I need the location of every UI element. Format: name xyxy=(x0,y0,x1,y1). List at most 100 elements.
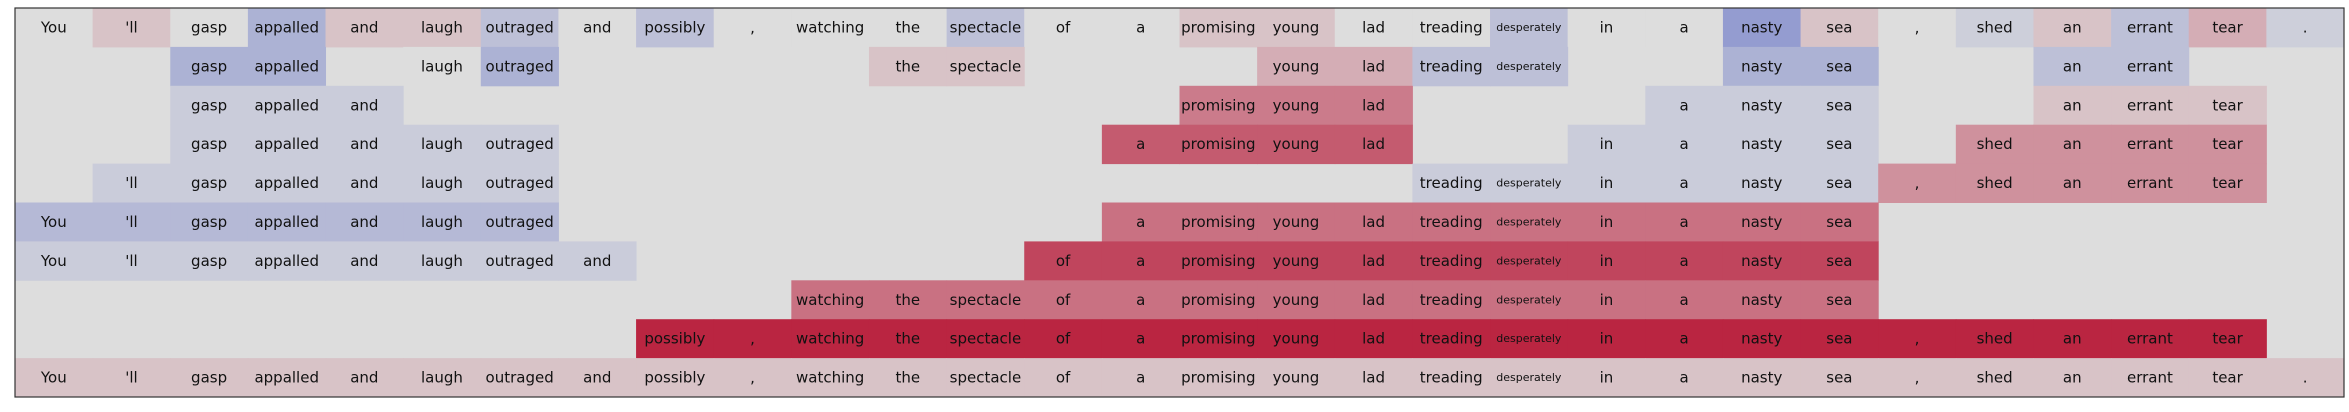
token-label: You xyxy=(40,369,67,387)
heatmap-cell xyxy=(92,202,171,242)
heatmap-cell xyxy=(1955,358,2034,398)
heatmap-cell xyxy=(1024,358,1103,398)
token-label: outraged xyxy=(486,18,554,36)
token-label: shed xyxy=(1977,330,2013,348)
heatmap-token-labels: You 'll gasp appalled and laugh outraged and pos… xyxy=(40,18,2308,386)
token-label: outraged xyxy=(486,213,554,231)
heatmap-cell xyxy=(1024,241,1103,281)
heatmap-cell xyxy=(170,124,249,165)
token-label: promising xyxy=(1181,96,1255,114)
heatmap-cell xyxy=(1101,358,1180,398)
heatmap-cell xyxy=(636,8,715,48)
heatmap-cell xyxy=(1024,280,1103,320)
heatmap-cell xyxy=(1179,124,1258,165)
heatmap-cell xyxy=(1722,8,1802,48)
heatmap-cell xyxy=(1878,319,1957,359)
heatmap-cell xyxy=(1645,241,1724,281)
token-label: in xyxy=(1600,252,1614,270)
heatmap-cell xyxy=(1800,163,1879,203)
heatmap-cell xyxy=(480,124,559,165)
heatmap-cell xyxy=(1257,46,1336,87)
token-label: shed xyxy=(1977,135,2013,153)
heatmap-cell xyxy=(868,46,948,87)
token-label: an xyxy=(2063,18,2082,36)
heatmap-cell xyxy=(1800,124,1879,165)
heatmap-cell xyxy=(1490,280,1569,320)
token-label: gasp xyxy=(191,369,227,387)
token-label: the xyxy=(895,291,920,309)
heatmap-cell xyxy=(170,202,249,242)
token-label: You xyxy=(40,252,67,270)
heatmap-cell xyxy=(170,85,249,126)
token-label: laugh xyxy=(421,57,463,75)
heatmap-cell xyxy=(1722,319,1802,359)
token-label: in xyxy=(1600,213,1614,231)
heatmap-cell xyxy=(1334,202,1413,242)
token-label: of xyxy=(1056,252,1071,270)
heatmap-cell xyxy=(2033,319,2112,359)
heatmap-cell xyxy=(1645,319,1724,359)
token-label: desperately xyxy=(1496,293,1562,306)
heatmap-cell xyxy=(1955,319,2034,359)
heatmap-cell xyxy=(170,8,249,48)
token-label: treading xyxy=(1420,330,1483,348)
token-label: promising xyxy=(1181,330,1255,348)
token-label: in xyxy=(1600,330,1614,348)
token-label: nasty xyxy=(1741,96,1782,114)
token-label: treading xyxy=(1420,369,1483,387)
heatmap-cell xyxy=(2188,8,2267,48)
token-label: lad xyxy=(1362,18,1385,36)
token-label: nasty xyxy=(1741,330,1782,348)
token-label: outraged xyxy=(486,252,554,270)
token-label: spectacle xyxy=(950,57,1022,75)
heatmap-cell xyxy=(1334,124,1413,165)
token-label: and xyxy=(350,18,378,36)
token-label: spectacle xyxy=(950,291,1022,309)
heatmap-cell xyxy=(2033,8,2112,48)
token-label: spectacle xyxy=(950,18,1022,36)
heatmap-cell xyxy=(558,358,637,398)
heatmap-cell xyxy=(1567,280,1646,320)
heatmap-cell xyxy=(403,8,482,48)
heatmap-cell xyxy=(1257,85,1336,126)
token-label: errant xyxy=(2127,369,2173,387)
token-label: tear xyxy=(2212,18,2243,36)
token-label: gasp xyxy=(191,57,227,75)
token-label: gasp xyxy=(191,135,227,153)
token-label: of xyxy=(1056,291,1071,309)
token-label: a xyxy=(1680,369,1689,387)
heatmap-cell xyxy=(1101,241,1180,281)
token-label: young xyxy=(1273,252,1320,270)
token-label: a xyxy=(1136,18,1145,36)
token-label: 'll xyxy=(125,18,137,36)
heatmap-cell xyxy=(325,8,404,48)
heatmap-cell xyxy=(247,85,327,126)
heatmap-cell xyxy=(636,319,715,359)
token-label: outraged xyxy=(486,369,554,387)
heatmap-cell xyxy=(636,358,715,398)
heatmap-cell xyxy=(2266,8,2345,48)
token-label: , xyxy=(1915,330,1920,348)
token-label: appalled xyxy=(254,135,319,153)
token-label: sea xyxy=(1826,135,1852,153)
heatmap-cell xyxy=(1955,124,2034,165)
token-label: gasp xyxy=(191,213,227,231)
token-label: lad xyxy=(1362,252,1385,270)
token-label: a xyxy=(1136,291,1145,309)
token-label: young xyxy=(1273,213,1320,231)
heatmap-cell xyxy=(946,280,1025,320)
token-label: 'll xyxy=(125,369,137,387)
heatmap-cell xyxy=(403,46,482,87)
token-label: in xyxy=(1600,135,1614,153)
heatmap-cell xyxy=(480,8,559,48)
heatmap-cell xyxy=(1955,8,2034,48)
heatmap-cell xyxy=(1878,358,1957,398)
heatmap-cell xyxy=(2033,124,2112,165)
heatmap-cell xyxy=(1179,358,1258,398)
token-label: lad xyxy=(1362,291,1385,309)
heatmap-cell xyxy=(1567,8,1646,48)
token-label: and xyxy=(350,96,378,114)
heatmap-cell xyxy=(480,358,559,398)
token-label: tear xyxy=(2212,174,2243,192)
token-label: tear xyxy=(2212,96,2243,114)
